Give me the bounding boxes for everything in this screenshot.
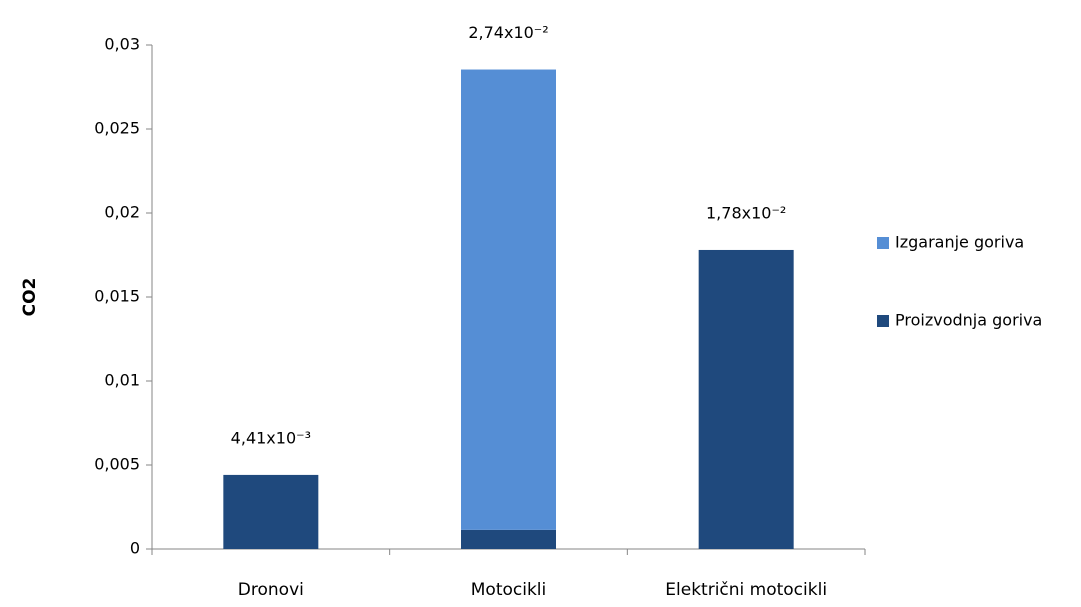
bar-segment — [223, 474, 319, 549]
y-tick-label: 0,02 — [104, 203, 140, 222]
y-axis-label: CO2 — [20, 278, 40, 317]
y-tick-label: 0,03 — [104, 35, 140, 54]
y-tick-label: 0,025 — [94, 119, 140, 138]
value-label: 1,78x10⁻² — [706, 203, 786, 222]
legend-label: Izgaranje goriva — [895, 233, 1024, 252]
x-tick-label: Električni motocikli — [665, 580, 827, 600]
y-tick-label: 0,01 — [104, 371, 140, 390]
bar-segment — [461, 529, 556, 549]
bar-segment — [461, 69, 556, 530]
y-tick-label: 0,015 — [94, 287, 140, 306]
legend-label: Proizvodnja goriva — [895, 311, 1042, 330]
value-label: 4,41x10⁻³ — [231, 428, 311, 447]
value-label: 2,74x10⁻² — [468, 23, 548, 42]
x-tick-label: Motocikli — [471, 580, 547, 600]
y-tick-label: 0 — [130, 539, 140, 558]
legend-swatch — [877, 237, 889, 249]
bar-segment — [698, 249, 794, 549]
x-tick-label: Dronovi — [238, 580, 304, 600]
legend-swatch — [877, 315, 889, 327]
y-tick-label: 0,005 — [94, 455, 140, 474]
